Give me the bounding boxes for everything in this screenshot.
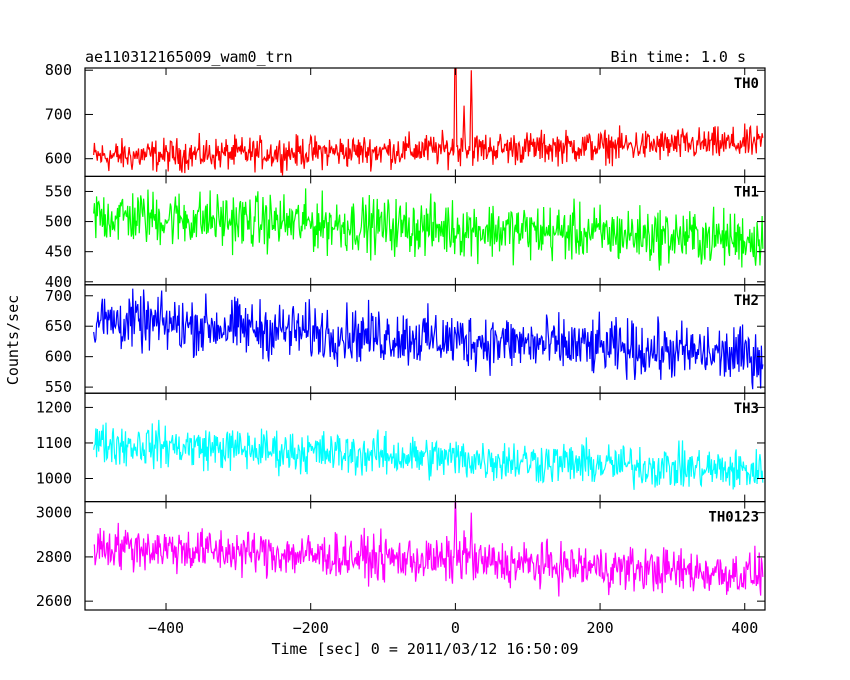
y-tick-label: 400 [45, 273, 72, 291]
bin-time-label: Bin time: 1.0 s [611, 48, 746, 66]
y-tick-label: 3000 [36, 504, 72, 522]
panel-th3-frame [84, 392, 766, 503]
series-th3-line [93, 419, 764, 490]
y-tick-label: 550 [45, 182, 72, 200]
y-tick-label: 2800 [36, 548, 72, 566]
y-tick-label: 700 [45, 105, 72, 123]
panel-th2-label: TH2 [734, 293, 759, 309]
y-tick-label: 800 [45, 61, 72, 79]
y-tick-label: 500 [45, 213, 72, 231]
x-tick-label: −200 [293, 619, 329, 637]
y-tick-label: 600 [45, 348, 72, 366]
series-th2-line [93, 288, 764, 390]
panel-th1-label: TH1 [734, 184, 759, 200]
x-axis-label: Time [sec] 0 = 2011/03/12 16:50:09 [271, 640, 578, 658]
panel-th0123-label: TH0123 [708, 510, 759, 526]
panel-th3-label: TH3 [734, 401, 759, 417]
y-tick-label: 550 [45, 378, 72, 396]
x-tick-label: 200 [587, 619, 614, 637]
y-tick-label: 1200 [36, 398, 72, 416]
y-tick-label: 450 [45, 243, 72, 261]
y-tick-label: 650 [45, 317, 72, 335]
x-tick-label: 0 [451, 619, 460, 637]
panels: 600 700 800 TH0 400 450 500 550 TH1 550 600 650 700 T… [36, 61, 766, 637]
series-th1-line [93, 188, 764, 271]
series-th0123-line [93, 501, 764, 597]
y-tick-label: 600 [45, 150, 72, 168]
panel-th2-frame [84, 284, 766, 394]
y-tick-label: 2600 [36, 592, 72, 610]
y-tick-label: 1100 [36, 434, 72, 452]
x-tick-label: 400 [731, 619, 758, 637]
x-tick-label: −400 [148, 619, 184, 637]
series-th0-line [93, 68, 764, 176]
y-axis-label: Counts/sec [4, 295, 22, 385]
panel-th0-frame [84, 67, 766, 178]
y-tick-label: 700 [45, 287, 72, 305]
panel-th0123-frame [84, 501, 766, 611]
y-tick-label: 1000 [36, 469, 72, 487]
plot-title: ae110312165009_wam0_trn [85, 48, 293, 66]
panel-th0-label: TH0 [734, 76, 759, 92]
